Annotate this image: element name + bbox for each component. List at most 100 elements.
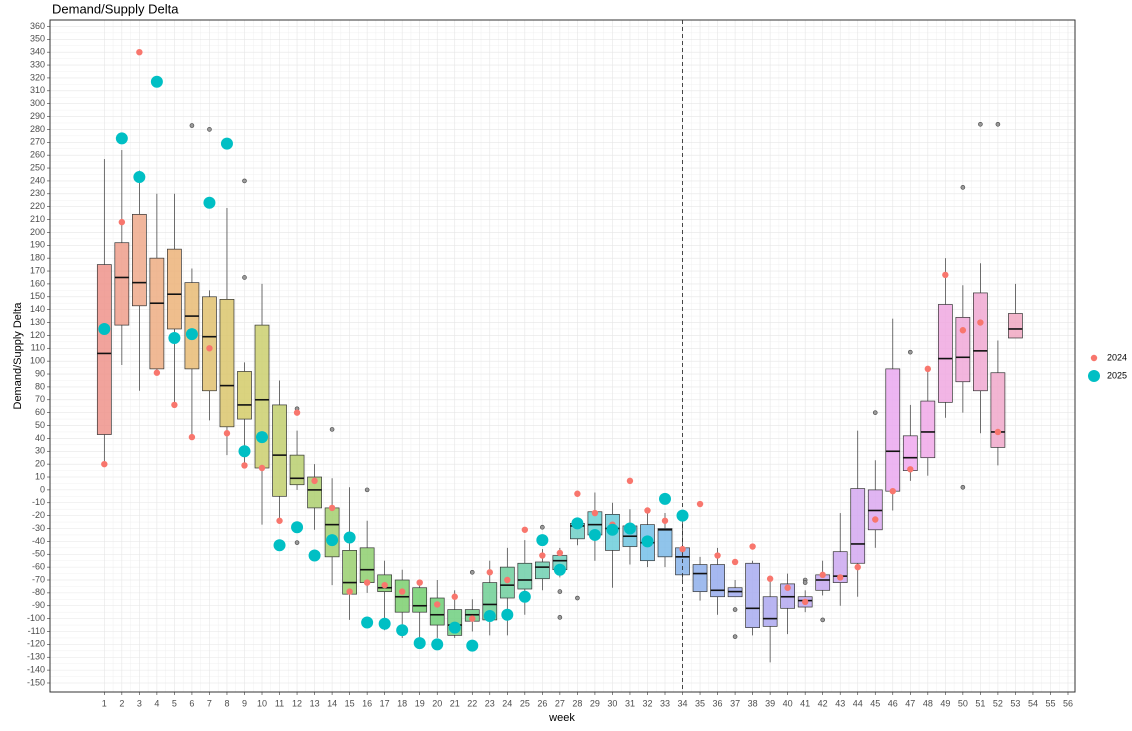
point xyxy=(766,575,774,582)
point xyxy=(907,466,914,473)
x-tick-label: 36 xyxy=(713,698,723,708)
y-tick-label: 230 xyxy=(30,188,45,198)
y-tick-label: -40 xyxy=(32,536,45,546)
box xyxy=(114,242,130,326)
y-tick-label: 10 xyxy=(35,471,45,481)
x-tick-label: 21 xyxy=(450,698,460,708)
point xyxy=(150,75,163,88)
x-tick-label: 15 xyxy=(345,698,355,708)
outlier xyxy=(329,427,335,432)
point xyxy=(434,601,441,608)
point xyxy=(942,271,949,279)
point xyxy=(431,638,444,651)
y-tick-label: 70 xyxy=(35,394,45,404)
x-tick-label: 2 xyxy=(119,698,124,708)
y-tick-label: 100 xyxy=(30,356,45,366)
box xyxy=(517,562,533,590)
point xyxy=(924,365,932,373)
point xyxy=(203,196,216,209)
point xyxy=(133,171,146,184)
x-tick-label: 13 xyxy=(310,698,320,708)
y-tick-label: 50 xyxy=(35,420,45,430)
outlier xyxy=(469,569,475,575)
point xyxy=(819,571,826,579)
legend-marker xyxy=(1088,370,1100,382)
point xyxy=(536,534,549,547)
outlier xyxy=(820,617,825,623)
outlier xyxy=(242,178,247,184)
x-tick-label: 18 xyxy=(397,698,407,708)
y-tick-label: 260 xyxy=(30,150,45,160)
y-tick-label: 140 xyxy=(30,304,45,314)
point xyxy=(448,621,461,634)
point xyxy=(784,584,791,591)
legend-marker xyxy=(1090,354,1098,362)
box xyxy=(973,292,988,392)
box xyxy=(710,564,725,598)
point xyxy=(872,516,879,523)
y-tick-label: -70 xyxy=(32,574,45,584)
point xyxy=(136,48,143,56)
y-tick-label: 330 xyxy=(30,59,45,69)
y-tick-label: 170 xyxy=(30,265,45,275)
point xyxy=(326,534,339,547)
point xyxy=(273,539,286,552)
outlier xyxy=(802,580,808,585)
box xyxy=(202,296,217,392)
point xyxy=(801,598,809,606)
outlier xyxy=(978,121,983,127)
point xyxy=(118,218,126,226)
outlier xyxy=(557,615,563,620)
x-tick-label: 51 xyxy=(975,698,985,708)
legend-label: 2024 xyxy=(1107,352,1127,362)
box xyxy=(937,304,953,403)
point xyxy=(185,328,198,341)
point xyxy=(469,615,476,622)
box xyxy=(534,561,550,580)
x-tick-label: 1 xyxy=(102,698,107,708)
point xyxy=(574,490,581,497)
x-tick-label: 32 xyxy=(642,698,652,708)
point xyxy=(346,588,353,595)
box xyxy=(219,299,235,428)
x-tick-label: 8 xyxy=(224,698,229,708)
point xyxy=(661,517,669,524)
point xyxy=(591,509,599,517)
x-tick-label: 5 xyxy=(172,698,177,708)
y-tick-label: 120 xyxy=(30,330,45,340)
point xyxy=(837,574,844,581)
point xyxy=(238,445,251,458)
point xyxy=(731,558,739,566)
point xyxy=(276,517,283,524)
point xyxy=(553,563,566,576)
y-tick-label: 350 xyxy=(30,34,45,44)
point xyxy=(256,431,269,444)
y-tick-label: 220 xyxy=(30,201,45,211)
outlier xyxy=(189,123,195,128)
outlier xyxy=(364,487,370,493)
x-tick-label: 38 xyxy=(748,698,758,708)
outlier xyxy=(732,634,738,639)
x-tick-label: 25 xyxy=(520,698,530,708)
x-tick-label: 16 xyxy=(362,698,372,708)
x-tick-label: 42 xyxy=(818,698,828,708)
point xyxy=(381,581,388,589)
point xyxy=(328,504,336,512)
y-tick-label: 0 xyxy=(40,484,45,494)
plot-area xyxy=(96,20,1023,692)
box xyxy=(955,317,971,383)
box xyxy=(885,368,901,492)
y-tick-label: 340 xyxy=(30,47,45,57)
point xyxy=(98,322,111,335)
x-tick-label: 47 xyxy=(905,698,915,708)
x-tick-label: 45 xyxy=(870,698,880,708)
point xyxy=(293,409,301,416)
y-tick-label: 310 xyxy=(30,85,45,95)
x-tick-label: 24 xyxy=(502,698,512,708)
x-tick-label: 29 xyxy=(590,698,600,708)
x-tick-label: 7 xyxy=(207,698,212,708)
chart-title: Demand/Supply Delta xyxy=(52,1,179,16)
point xyxy=(101,460,108,468)
box xyxy=(412,587,428,613)
y-tick-label: -80 xyxy=(32,587,45,597)
